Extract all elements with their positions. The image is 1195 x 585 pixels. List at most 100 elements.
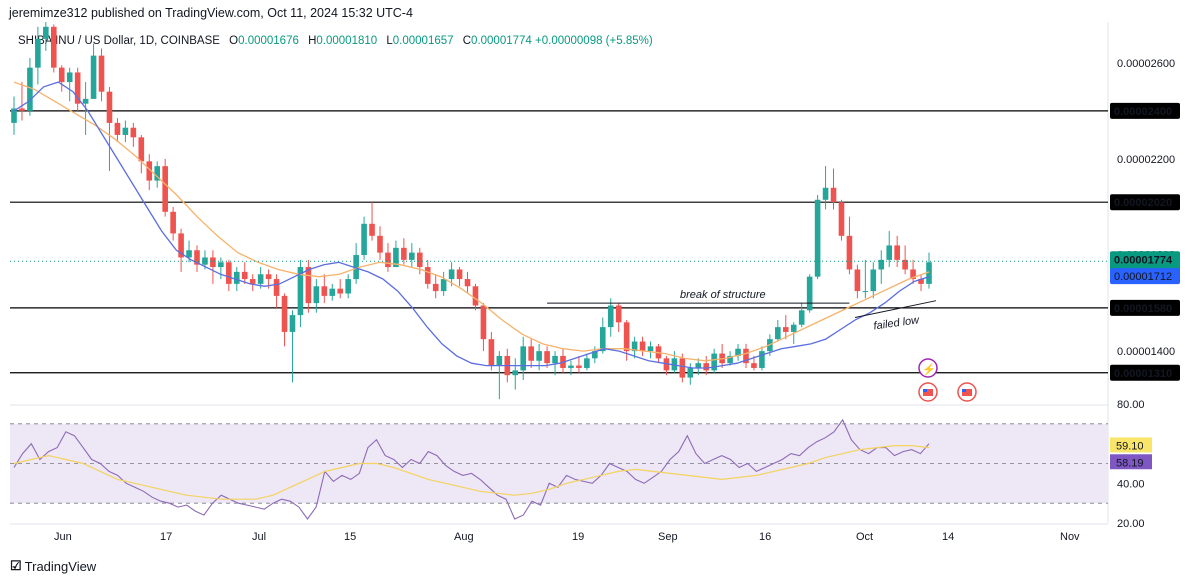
time-tick-label: 15 — [344, 531, 356, 543]
candle-body — [711, 353, 717, 371]
lightning-icon — [918, 358, 938, 378]
time-tick-label: Sep — [658, 531, 678, 543]
time-tick-label: Nov — [1060, 531, 1080, 543]
candle-body — [775, 327, 781, 340]
candle-body — [27, 67, 33, 111]
candle-body — [806, 276, 813, 311]
close-label: C — [462, 35, 472, 47]
rsi-tick-label: 80.00 — [1117, 399, 1145, 411]
candle-body — [241, 271, 248, 280]
break-of-structure-label: break of structure — [680, 289, 766, 301]
rsi-ma-value-label: 59.10 — [1116, 440, 1144, 452]
candle-body — [273, 279, 280, 296]
candle-body — [496, 355, 503, 366]
candle-body — [918, 279, 924, 284]
candle-body — [210, 257, 216, 268]
tradingview-logo-icon: ☑ — [10, 558, 22, 573]
price-tick-label: 0.00002200 — [1117, 154, 1175, 166]
candle-body — [735, 348, 741, 356]
time-tick-label: 14 — [942, 531, 954, 543]
footer-brand: TradingView — [24, 558, 97, 574]
candle-body — [703, 363, 710, 371]
candle-body — [846, 235, 853, 270]
publish-text: jeremimze312 published on TradingView.co… — [9, 6, 413, 20]
candle-body — [679, 358, 686, 378]
time-tick-label: Oct — [856, 531, 873, 543]
candle-body — [74, 72, 81, 104]
close-value: 0.00001774 — [471, 35, 532, 47]
price-tick-label: 0.00002600 — [1117, 58, 1175, 70]
candle-body — [854, 269, 861, 292]
level-tag — [1110, 364, 1180, 381]
candle-body — [432, 283, 439, 292]
candle-body — [870, 269, 877, 292]
candle-body — [401, 247, 407, 260]
candle-body — [528, 346, 534, 361]
symbol-legend: SHIBA INU / US Dollar, 1D, COINBASE O0.0… — [18, 35, 653, 47]
candle-body — [170, 211, 176, 234]
rsi-value-label: 58.19 — [1116, 457, 1144, 469]
candle-body — [592, 351, 598, 359]
level-tag — [1110, 299, 1180, 316]
candle-body — [751, 363, 757, 368]
candle-body — [90, 55, 97, 99]
candle-body — [512, 370, 519, 376]
failed-low-label: failed low — [873, 314, 921, 332]
candle-body — [43, 26, 49, 39]
candle-body — [759, 351, 765, 368]
flag-canton — [962, 389, 966, 392]
candle-body — [66, 72, 73, 83]
candle-body — [58, 67, 65, 83]
candle-body — [98, 55, 105, 92]
high-label: H — [308, 35, 317, 47]
candle-body — [114, 122, 121, 135]
candle-body — [910, 269, 916, 280]
candle-body — [743, 348, 749, 364]
candle-body — [257, 274, 264, 284]
candle-body — [456, 269, 463, 280]
candle-body — [926, 262, 932, 284]
candle-body — [599, 327, 606, 352]
candle-body — [615, 305, 622, 323]
candle-body — [329, 288, 336, 296]
candle-body — [218, 262, 224, 268]
candle-body — [663, 358, 670, 371]
candle-body — [281, 295, 288, 332]
rsi-ma-tag — [1110, 437, 1152, 453]
candle-body — [178, 233, 184, 258]
candle-body — [448, 269, 455, 280]
candle-body — [162, 166, 168, 212]
candle-body — [154, 166, 161, 181]
candle-body — [472, 286, 479, 306]
candle-body — [544, 351, 550, 364]
change-value: +0.00000098 (+5.85%) — [535, 35, 653, 47]
candle-body — [249, 279, 256, 284]
candle-body — [138, 137, 145, 162]
price-tick-label: 0.00001400 — [1117, 346, 1175, 358]
candle-body — [520, 346, 527, 371]
candle-body — [393, 247, 399, 268]
candle-body — [631, 341, 638, 352]
rsi-line — [13, 418, 930, 520]
time-tick-label: 19 — [572, 531, 584, 543]
candle-body — [194, 250, 200, 265]
time-tick-label: 17 — [160, 531, 172, 543]
level-tag — [1110, 194, 1180, 211]
candle-body — [297, 267, 304, 316]
rsi-band — [10, 423, 1108, 504]
candle-body — [11, 108, 17, 123]
candle-body — [313, 286, 320, 304]
candle-body — [19, 108, 25, 111]
candle-body — [35, 38, 41, 68]
candle-body — [409, 252, 415, 260]
candle-body — [830, 187, 837, 203]
candle-body — [361, 223, 367, 256]
level-tag-label: 0.00001580 — [1114, 303, 1172, 315]
candle-body — [695, 363, 702, 368]
candle-body — [568, 365, 574, 368]
ma-slow-line — [13, 81, 930, 362]
candle-body — [289, 315, 296, 332]
rsi-tick-label: 20.00 — [1117, 518, 1145, 530]
candle-body — [385, 252, 391, 268]
